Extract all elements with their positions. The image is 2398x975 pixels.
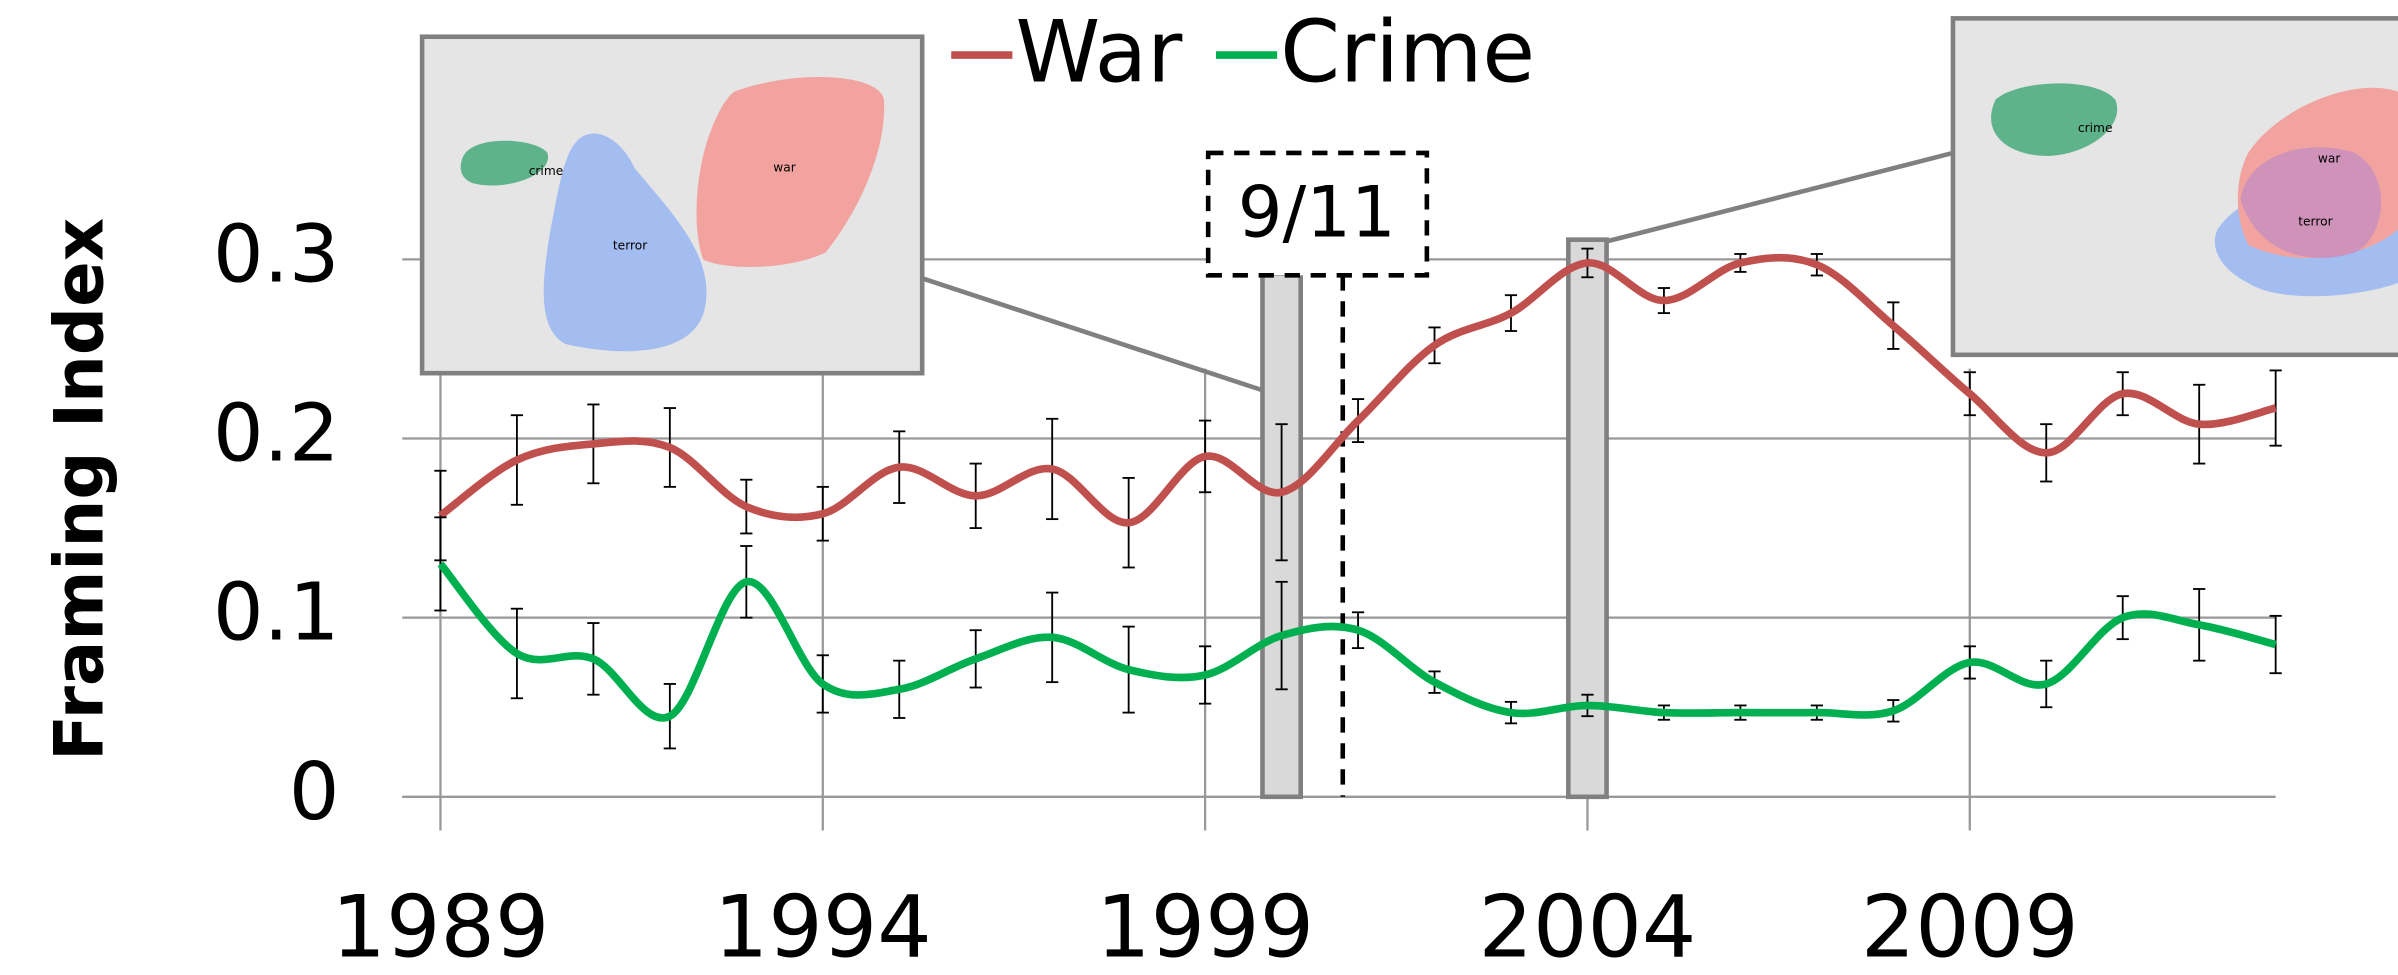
connector: [1605, 150, 1954, 244]
x-tick-label: 2004: [1478, 878, 1696, 975]
inset-label: crime: [529, 164, 564, 178]
blob: [543, 133, 707, 352]
event-label: 9/11: [1238, 172, 1396, 254]
inset-label: war: [2318, 152, 2341, 166]
inset: crime terror war: [419, 34, 925, 376]
inset-label: terror: [613, 239, 648, 253]
inset: crime war terror: [1950, 16, 2398, 358]
legend-label: Crime: [1280, 4, 1535, 103]
connector: [921, 276, 1263, 393]
blob: [460, 140, 549, 186]
line: [438, 253, 2277, 527]
legend-label: War: [1015, 4, 1183, 103]
blob: [696, 76, 885, 268]
y-tick-label: 0.3: [213, 207, 339, 300]
x-tick-label: 1994: [714, 878, 932, 975]
blob: [2240, 147, 2382, 258]
y-axis-label: Framing Index: [41, 218, 119, 761]
blob: [1991, 83, 2118, 157]
inset-label: crime: [2078, 121, 2113, 135]
legend: War Crime: [951, 4, 1535, 103]
y-tick-label: 0.1: [213, 566, 339, 659]
inset-label: war: [773, 161, 796, 175]
inset-label: terror: [2298, 214, 2333, 228]
x-tick-label: 2009: [1861, 878, 2079, 975]
x-tick-label: 1999: [1096, 878, 1314, 975]
line: [437, 561, 2277, 722]
event-box: [1205, 150, 1430, 278]
y-tick-label: 0.2: [213, 386, 339, 479]
x-tick-label: 1989: [331, 878, 549, 975]
y-tick-label: 0: [289, 745, 340, 838]
